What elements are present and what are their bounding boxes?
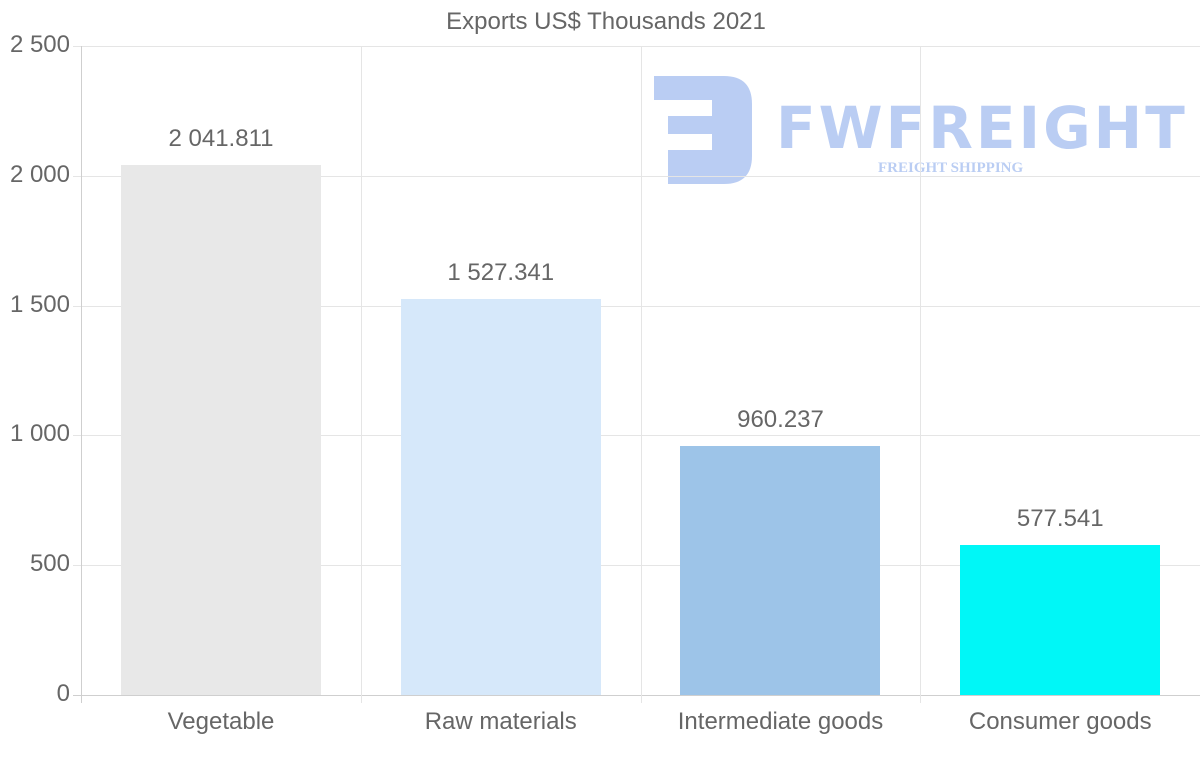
x-tick-label: Intermediate goods [677, 708, 884, 735]
gridline-x [81, 46, 82, 703]
y-tick-label: 1 000 [9, 420, 70, 448]
plot-area: 2 041.811 1 527.341 960.237 577.541 [73, 46, 1200, 703]
x-tick-label: Consumer goods [968, 708, 1152, 735]
y-tick-label: 1 500 [9, 290, 70, 318]
gridline-x [640, 46, 642, 703]
bar-value-label: 2 041.811 [168, 124, 274, 152]
chart-title: Exports US$ Thousands 2021 [446, 8, 766, 35]
y-tick-label: 2 000 [9, 160, 70, 188]
bar-raw-materials[interactable] [400, 298, 601, 695]
bar-vegetable[interactable] [120, 164, 321, 695]
bar-value-label: 577.541 [1016, 505, 1104, 533]
gridline-x [360, 46, 362, 703]
gridline-y [73, 435, 1200, 437]
watermark-brand: FWFREIGHT [776, 94, 1188, 162]
x-tick-label: Raw materials [424, 708, 577, 735]
gridline-y [73, 46, 1200, 47]
gridline-y [73, 305, 1200, 307]
bar-value-label: 960.237 [737, 405, 824, 433]
gridline-y [73, 695, 1200, 696]
x-tick-label: Vegetable [167, 708, 275, 735]
gridline-y [73, 565, 1200, 567]
watermark-logo: FWFREIGHT FREIGHT SHIPPING [646, 72, 1185, 188]
gridline-y [73, 175, 1200, 177]
bar-intermediate-goods[interactable] [680, 445, 881, 695]
y-tick-label: 0 [56, 680, 70, 707]
gridline-x [920, 46, 922, 703]
fw-logo-icon [654, 76, 752, 184]
y-tick-label: 500 [29, 550, 70, 578]
bar-consumer-goods[interactable] [960, 545, 1161, 695]
bar-value-label: 1 527.341 [447, 258, 555, 286]
y-tick-label: 2 500 [9, 31, 70, 58]
watermark-tagline: FREIGHT SHIPPING [878, 160, 1024, 176]
